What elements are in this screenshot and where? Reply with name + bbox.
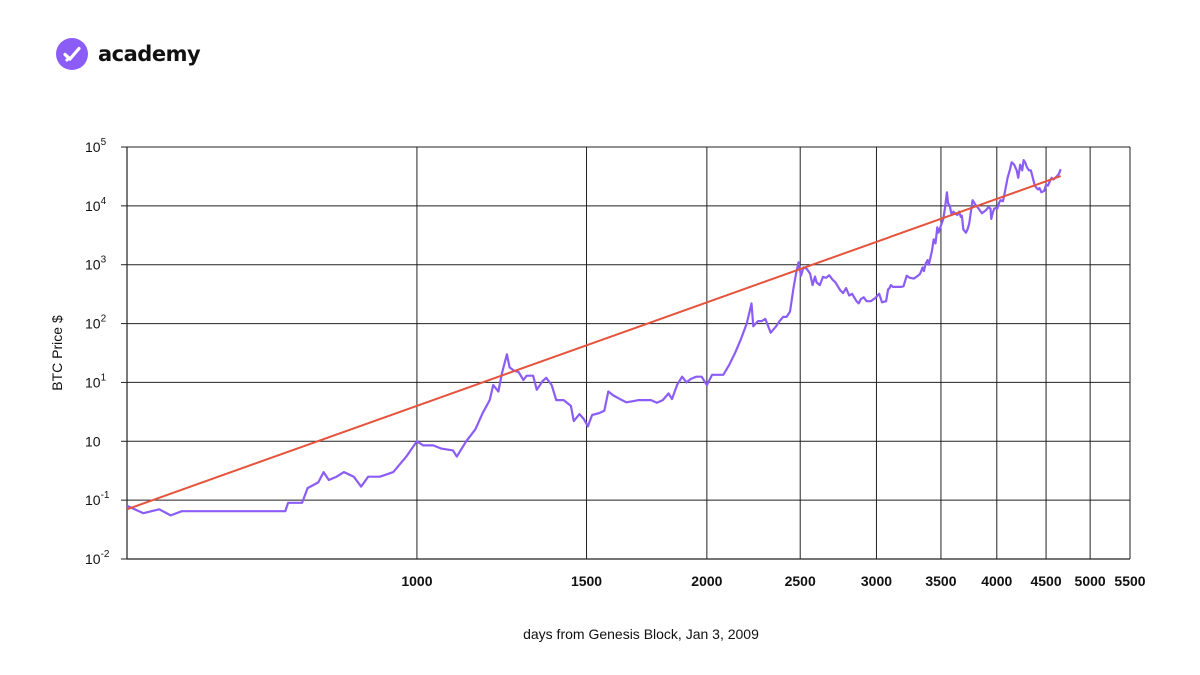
y-tick-label: 103 bbox=[85, 255, 107, 273]
y-tick-label: 105 bbox=[85, 137, 107, 155]
x-tick-label: 1000 bbox=[401, 573, 432, 589]
x-tick-label: 2000 bbox=[691, 573, 722, 589]
y-tick-label: 101 bbox=[85, 372, 107, 390]
x-tick-label: 5500 bbox=[1114, 573, 1145, 589]
y-tick-label: 102 bbox=[85, 314, 107, 332]
x-tick-label: 3000 bbox=[861, 573, 892, 589]
y-tick-label: 10 bbox=[85, 433, 101, 449]
y-axis-ticks: 105 104 103 102 101 10 10-1 10-2 bbox=[85, 137, 127, 567]
x-tick-label: 4000 bbox=[981, 573, 1012, 589]
chart-lines bbox=[126, 159, 1062, 517]
x-axis-label: days from Genesis Block, Jan 3, 2009 bbox=[523, 626, 759, 642]
x-tick-label: 5000 bbox=[1075, 573, 1106, 589]
x-tick-label: 3500 bbox=[925, 573, 956, 589]
brand-name: academy bbox=[98, 42, 201, 66]
x-tick-label: 1500 bbox=[571, 573, 602, 589]
brand[interactable]: academy bbox=[56, 38, 201, 70]
trend-line bbox=[126, 175, 1062, 511]
x-tick-label: 4500 bbox=[1030, 573, 1061, 589]
y-tick-label: 10-2 bbox=[85, 549, 110, 567]
checkmark-badge-icon bbox=[56, 38, 88, 70]
btc-price-line bbox=[126, 159, 1062, 517]
y-tick-label: 104 bbox=[85, 196, 107, 214]
y-axis-label: BTC Price $ bbox=[49, 315, 65, 391]
x-tick-label: 2500 bbox=[785, 573, 816, 589]
y-tick-label: 10-1 bbox=[85, 490, 110, 508]
chart-grid bbox=[126, 146, 1131, 560]
x-axis-ticks: 1000 1500 2000 2500 3000 3500 4000 4500 5000 5500 bbox=[401, 573, 1145, 589]
